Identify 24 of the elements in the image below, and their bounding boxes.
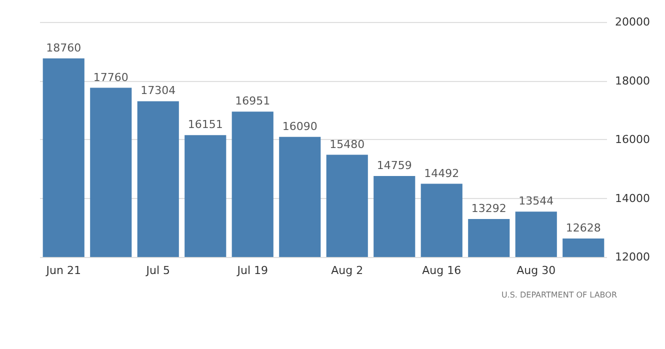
- y-tick-label: 14000: [615, 192, 650, 205]
- data-label: 18760: [46, 41, 82, 54]
- data-label: 13292: [471, 202, 506, 216]
- data-label: 16951: [235, 94, 270, 108]
- data-label: 16151: [188, 118, 223, 132]
- data-label: 17304: [140, 84, 176, 98]
- data-label: 12628: [566, 222, 601, 235]
- x-tick-label: Aug 16: [422, 264, 462, 277]
- y-tick-label: 12000: [615, 250, 650, 264]
- x-tick-label: Aug 2: [331, 264, 364, 277]
- data-label: 16090: [282, 120, 318, 133]
- data-label: 17760: [93, 70, 128, 84]
- x-tick-label: Jul 5: [145, 264, 170, 277]
- x-tick-label: Aug 30: [516, 264, 556, 277]
- data-label: 14492: [424, 166, 460, 180]
- x-tick-label: Jul 19: [236, 264, 268, 277]
- data-label: 13544: [518, 194, 554, 208]
- data-label: 15480: [330, 138, 365, 151]
- x-tick-label: Jun 21: [45, 264, 81, 277]
- y-tick-label: 16000: [615, 133, 650, 146]
- data-label: 14759: [376, 158, 412, 172]
- y-tick-label: 18000: [615, 74, 650, 88]
- y-tick-label: 20000: [615, 16, 650, 28]
- text: U.S. DEPARTMENT OF LABOR: [501, 290, 618, 300]
